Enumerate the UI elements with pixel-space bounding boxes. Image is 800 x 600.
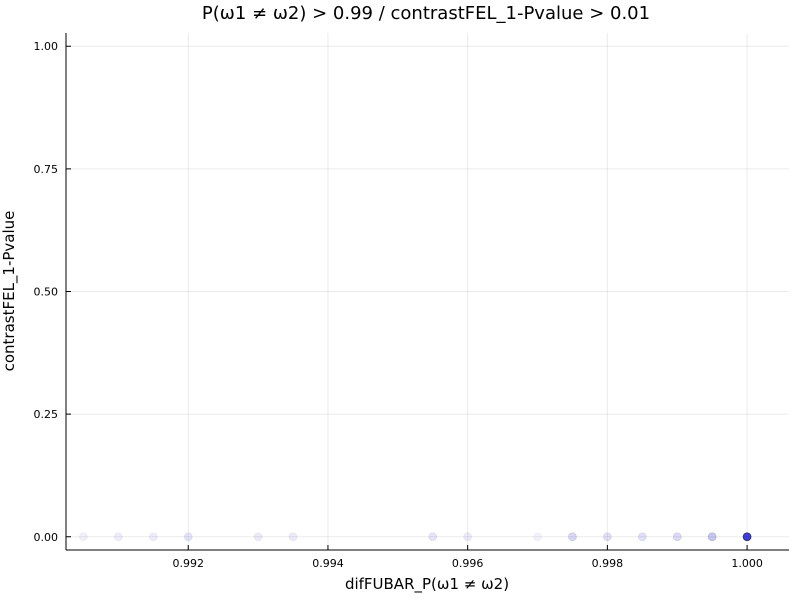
chart-title: P(ω1 ≠ ω2) > 0.99 / contrastFEL_1-Pvalue… — [202, 3, 650, 24]
y-axis-label: contrastFEL_1-Pvalue — [0, 211, 19, 372]
y-tick-label: 0.75 — [34, 163, 59, 176]
data-point — [463, 532, 473, 542]
data-point — [288, 532, 298, 542]
grid-layer — [66, 33, 789, 550]
x-tick-label: 0.998 — [592, 557, 624, 570]
tick-layer: 0.992 0.994 0.996 0.998 1.000 0.00 0.25 0.50 0.7… — [34, 40, 763, 570]
x-tick-label: 0.996 — [452, 557, 484, 570]
data-point — [742, 532, 752, 542]
data-point — [568, 532, 577, 542]
data-point — [602, 532, 612, 542]
data-point — [113, 532, 123, 542]
y-tick-label: 0.00 — [34, 531, 59, 544]
data-point — [148, 532, 158, 542]
data-point — [707, 532, 717, 542]
x-tick-label: 1.000 — [731, 557, 763, 570]
y-tick-label: 0.50 — [34, 286, 59, 299]
data-point — [253, 532, 263, 542]
point-layer — [79, 532, 752, 542]
data-point — [183, 532, 193, 542]
y-tick-label: 0.25 — [34, 408, 59, 421]
x-tick-label: 0.994 — [312, 557, 344, 570]
x-tick-label: 0.992 — [172, 557, 204, 570]
data-point — [428, 532, 438, 542]
data-point — [79, 532, 88, 542]
data-point — [533, 532, 542, 542]
y-tick-label: 1.00 — [34, 40, 59, 53]
data-point — [637, 532, 647, 542]
data-point — [672, 532, 682, 542]
x-axis-label: difFUBAR_P(ω1 ≠ ω2) — [345, 575, 509, 594]
